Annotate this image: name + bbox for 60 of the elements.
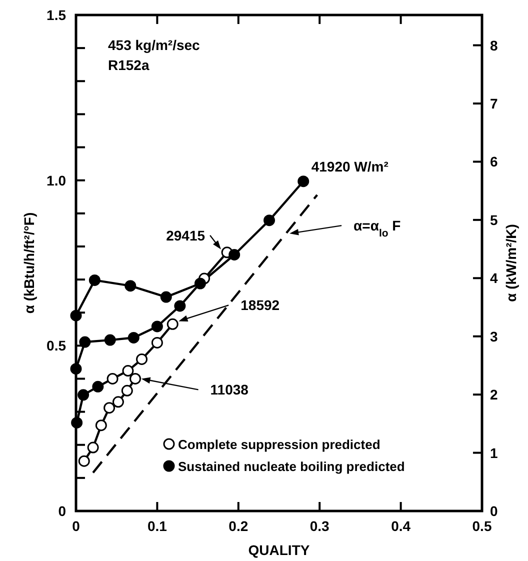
x-tick-label: 0 (72, 518, 80, 534)
point (174, 300, 186, 312)
point (151, 336, 163, 348)
y2-tick-label: 2 (490, 386, 498, 403)
point (79, 336, 91, 348)
y2-tick-label: 3 (490, 328, 498, 344)
point (87, 442, 99, 454)
y-tick-label: 1.0 (46, 172, 66, 188)
point (92, 380, 104, 392)
point (104, 402, 116, 414)
point (70, 310, 82, 322)
point (166, 318, 178, 330)
legend-label: Complete suppression predicted (178, 437, 380, 452)
point (128, 332, 140, 344)
legend-label: α=α$_{lo}$ F (354, 218, 402, 240)
series-label: 41920 W/m² (311, 158, 389, 174)
point (95, 420, 107, 432)
x-tick-label: 0.3 (310, 518, 330, 534)
x-tick-label: 0.5 (472, 518, 492, 534)
x-tick-label: 0.4 (391, 518, 411, 534)
annotation: 453 kg/m²/sec (108, 37, 200, 53)
point (264, 214, 276, 226)
x-tick-label: 0.2 (228, 518, 248, 534)
point (112, 396, 124, 408)
point (70, 363, 82, 375)
point (194, 278, 206, 290)
point (106, 372, 118, 384)
series-label: 29415 (166, 227, 206, 244)
y2-tick-label: 4 (490, 270, 498, 286)
point (298, 176, 310, 188)
y2-tick-label: 6 (490, 154, 498, 170)
y-tick-label: 1.5 (46, 7, 66, 23)
y-axis-title: α (kBtu/h/ft²/°F) (21, 212, 37, 314)
y2-tick-label: 8 (490, 37, 498, 54)
point (71, 416, 83, 428)
point (160, 291, 172, 303)
legend-label: 18592 (240, 297, 280, 314)
y2-tick-label: 1 (490, 444, 498, 461)
point (78, 455, 90, 467)
y-tick-label: 0 (58, 503, 66, 519)
y2-tick-label: 7 (490, 95, 498, 112)
legend-label: 11038 (210, 382, 249, 398)
y2-axis-title: α (kW/m²/K) (503, 224, 519, 302)
point (88, 274, 100, 286)
point (121, 384, 133, 396)
point (228, 248, 240, 260)
point (151, 320, 163, 332)
point (122, 365, 134, 377)
annotation: R152a (108, 57, 150, 73)
point (136, 353, 148, 365)
legend-label: Sustained nucleate boiling predicted (178, 459, 405, 474)
x-axis-title: QUALITY (248, 542, 310, 558)
x-tick-label: 0.1 (147, 518, 168, 534)
y2-tick-label: 5 (490, 212, 498, 228)
point (104, 334, 116, 346)
point (124, 280, 136, 292)
y-tick-label: 0.5 (46, 338, 66, 354)
y2-tick-label: 0 (490, 503, 498, 519)
point (130, 372, 142, 384)
point (78, 389, 90, 401)
